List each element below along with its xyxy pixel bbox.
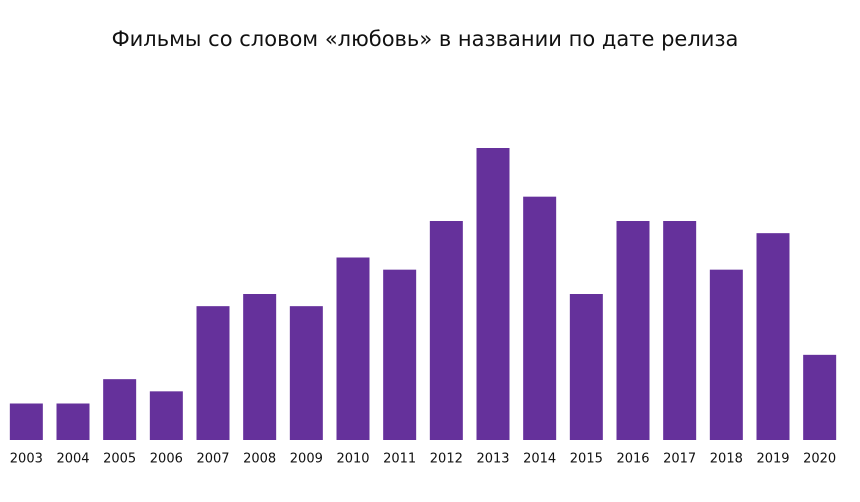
x-tick-label: 2013 [476,452,509,467]
bar [243,294,277,440]
x-tick-label: 2006 [150,452,183,467]
x-tick-label: 2020 [803,452,836,467]
x-tick-label: 2018 [710,452,743,467]
bar [103,379,137,440]
bar [476,148,510,440]
x-tick-label: 2008 [243,452,276,467]
chart-title: Фильмы со словом «любовь» в названии по … [112,27,739,51]
x-tick-label: 2019 [756,452,789,467]
bar [56,403,90,440]
x-tick-label: 2017 [663,452,696,467]
x-tick-label: 2014 [523,452,556,467]
x-tick-label: 2015 [570,452,603,467]
bar [149,391,183,440]
x-tick-label: 2016 [616,452,649,467]
x-tick-label: 2003 [10,452,43,467]
x-tick-label: 2009 [290,452,323,467]
bar [663,221,697,440]
bar [383,269,417,440]
bar [289,306,323,440]
bar [9,403,43,440]
x-tick-label: 2010 [336,452,369,467]
bar [803,354,837,440]
x-tick-label: 2007 [196,452,229,467]
bar [569,294,603,440]
x-tick-label: 2005 [103,452,136,467]
x-tick-label: 2011 [383,452,416,467]
bar [429,221,463,440]
bar [196,306,230,440]
bar [756,233,790,440]
bar [709,269,743,440]
bar [523,196,557,440]
bar [616,221,650,440]
x-tick-label: 2012 [430,452,463,467]
bar [336,257,370,440]
x-tick-label: 2004 [56,452,89,467]
